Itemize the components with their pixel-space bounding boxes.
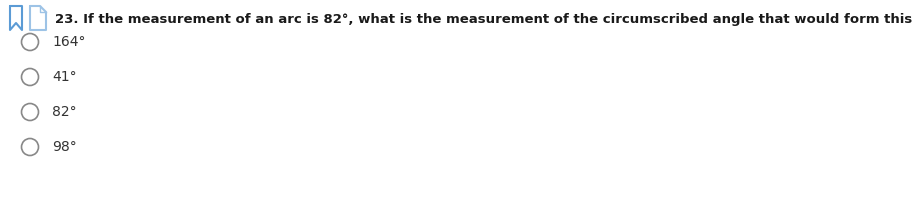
Text: 41°: 41°: [52, 70, 77, 84]
Text: 23. If the measurement of an arc is 82°, what is the measurement of the circumsc: 23. If the measurement of an arc is 82°,…: [55, 13, 917, 26]
Text: 164°: 164°: [52, 35, 85, 49]
Text: 82°: 82°: [52, 105, 77, 119]
Text: 98°: 98°: [52, 140, 77, 154]
